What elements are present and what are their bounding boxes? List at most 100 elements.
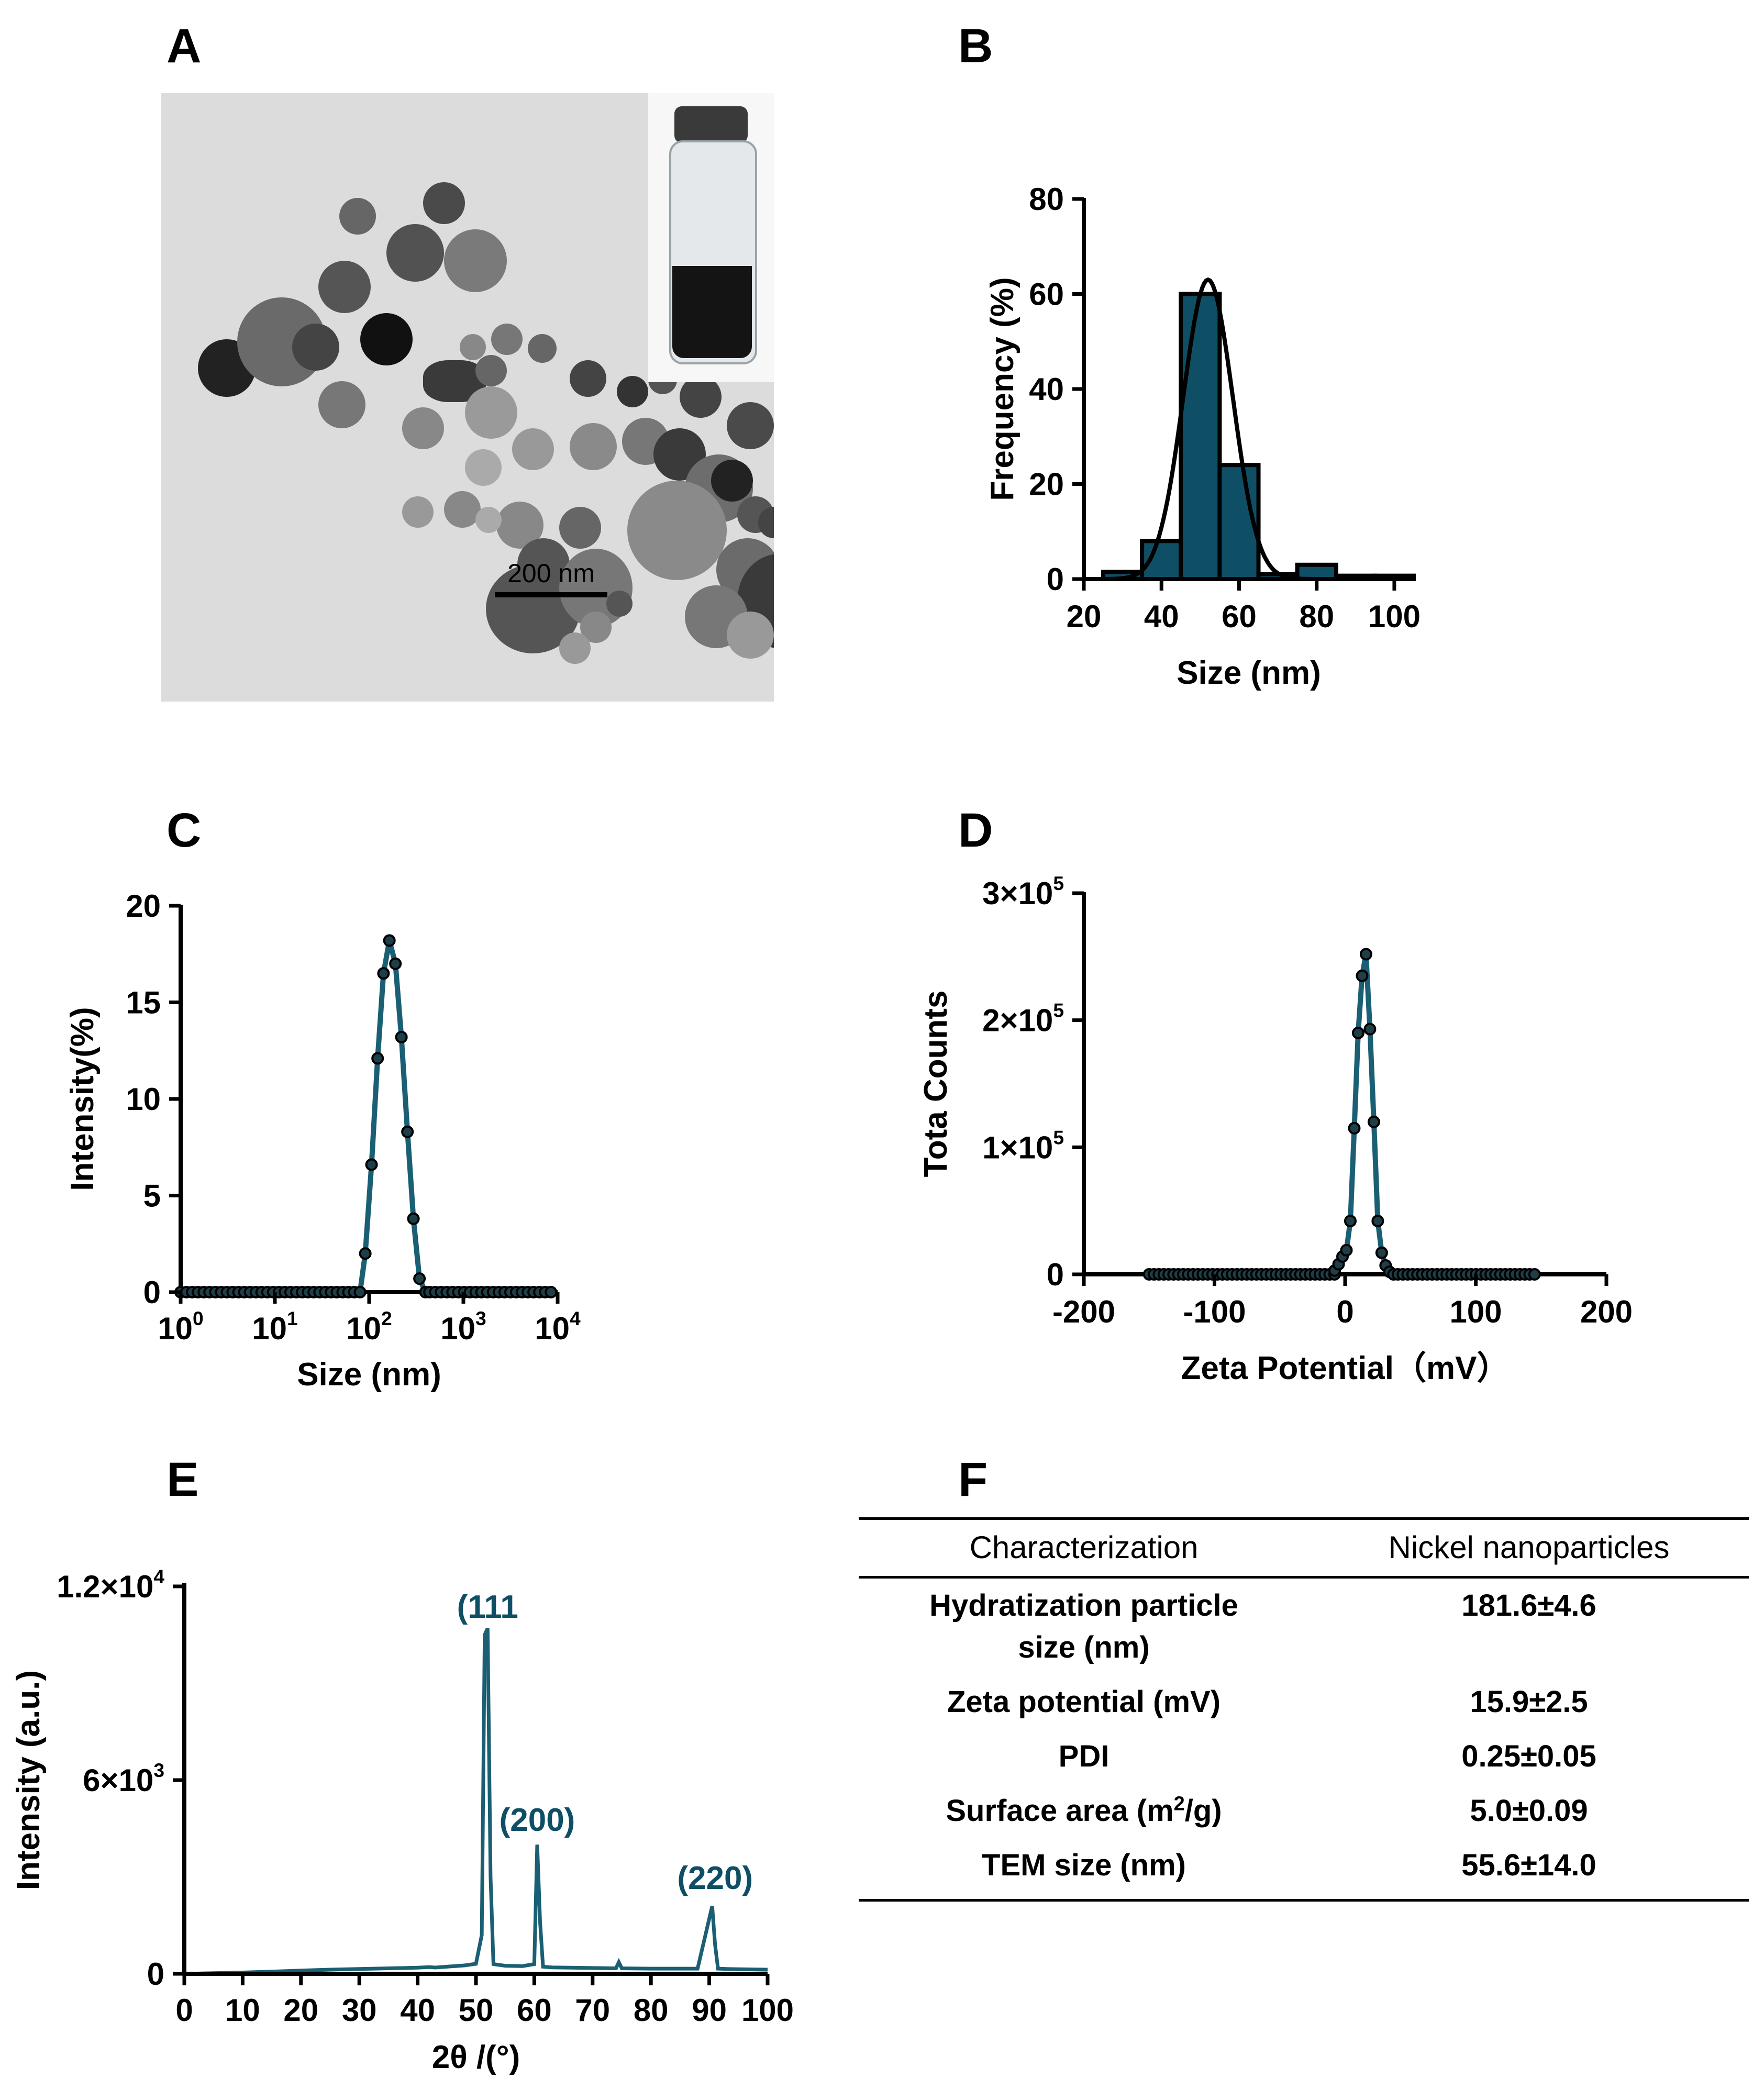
- properties-table: Characterization Nickel nanoparticles Hy…: [859, 1517, 1749, 1902]
- x-tick-label: -100: [1183, 1294, 1246, 1329]
- y-tick-label: 80: [1029, 182, 1064, 217]
- x-tick-label: 70: [575, 1993, 610, 2028]
- table-row-label: Surface area (m2/g): [946, 1793, 1222, 1828]
- y-tick-label: 20: [126, 888, 161, 924]
- table-header-cell: Nickel nanoparticles: [1309, 1517, 1749, 1579]
- x-tick-label: 102: [346, 1307, 392, 1346]
- data-point: [377, 967, 390, 980]
- table-row: Zeta potential (mV) 15.9±2.5: [859, 1675, 1749, 1729]
- y-axis-title: Tota Counts: [918, 990, 954, 1177]
- data-point: [383, 934, 396, 947]
- x-tick-label: 40: [1144, 599, 1179, 634]
- y-tick-label: 5: [143, 1179, 161, 1214]
- x-axis-title: Size (nm): [1177, 655, 1321, 691]
- x-tick-label: 0: [175, 1993, 193, 2028]
- data-point: [1375, 1246, 1388, 1259]
- x-tick-label: 90: [692, 1993, 727, 2028]
- panel-label-e: E: [167, 1453, 199, 1506]
- x-tick-label: -200: [1052, 1294, 1115, 1329]
- y-tick-label: 40: [1029, 372, 1064, 407]
- table-row-value: 0.25±0.05: [1461, 1739, 1596, 1774]
- x-tick-label: 100: [1449, 1294, 1502, 1329]
- y-tick-label: 0: [143, 1275, 161, 1310]
- data-point: [401, 1125, 414, 1138]
- data-point: [407, 1212, 420, 1225]
- panel-label-f: F: [958, 1453, 988, 1506]
- table-row-label: PDI: [1058, 1739, 1110, 1774]
- x-tick-label: 80: [1299, 599, 1334, 634]
- x-tick-label: 104: [535, 1307, 581, 1346]
- x-tick-label: 60: [1222, 599, 1257, 634]
- xrd-pattern-line: [184, 1627, 768, 1976]
- panel-label-b: B: [958, 19, 993, 73]
- tem-micrograph: [161, 93, 774, 702]
- data-point: [1348, 1121, 1361, 1135]
- table-row-value: 181.6±4.6: [1461, 1588, 1596, 1623]
- table-row-value: 15.9±2.5: [1470, 1685, 1588, 1719]
- peak-label: (220): [677, 1860, 753, 1896]
- x-tick-label: 100: [158, 1307, 203, 1346]
- x-tick-label: 10: [225, 1993, 260, 2028]
- x-tick-label: 100: [1368, 599, 1421, 634]
- x-tick-label: 101: [252, 1307, 297, 1346]
- y-tick-label: 0: [147, 1957, 164, 1992]
- data-point: [365, 1158, 378, 1171]
- y-tick-label: 1.2×104: [57, 1565, 164, 1604]
- table-row: TEM size (nm) 55.6±14.0: [859, 1838, 1749, 1902]
- y-tick-label: 1×105: [982, 1126, 1064, 1165]
- x-tick-label: 103: [440, 1307, 486, 1346]
- y-tick-label: 15: [126, 985, 161, 1020]
- data-point: [1367, 1115, 1380, 1128]
- x-tick-label: 20: [283, 1993, 318, 2028]
- data-point: [1356, 969, 1369, 982]
- table-row-value: 55.6±14.0: [1309, 1838, 1749, 1902]
- x-tick-label: 200: [1580, 1294, 1633, 1329]
- vial-inset-photo: [648, 93, 774, 382]
- y-axis-title: Intensity (a.u.): [10, 1670, 47, 1890]
- peak-label: (200): [500, 1802, 575, 1838]
- y-tick-label: 2×105: [982, 999, 1064, 1038]
- y-tick-label: 0: [1047, 1257, 1064, 1292]
- data-point: [371, 1052, 384, 1065]
- x-tick-label: 50: [459, 1993, 494, 2028]
- x-tick-label: 20: [1067, 599, 1102, 634]
- data-point: [413, 1272, 426, 1285]
- panel-label-d: D: [958, 804, 993, 857]
- x-axis-title: Zeta Potential（mV）: [1181, 1350, 1510, 1386]
- x-tick-label: 60: [517, 1993, 552, 2028]
- scale-bar-label: 200 nm: [507, 559, 595, 588]
- data-point: [1344, 1215, 1357, 1228]
- x-axis-title: Size (nm): [297, 1357, 441, 1393]
- table-header-cell: Characterization: [859, 1517, 1309, 1579]
- data-point: [395, 1030, 408, 1043]
- data-point: [1340, 1243, 1353, 1257]
- panel-label-c: C: [167, 804, 202, 857]
- table-row-label: Hydratization particle size (nm): [929, 1588, 1238, 1665]
- y-tick-label: 60: [1029, 277, 1064, 312]
- scale-bar: [495, 592, 607, 597]
- x-tick-label: 30: [342, 1993, 377, 2028]
- panel-label-a: A: [167, 19, 202, 73]
- table-row: PDI 0.25±0.05: [859, 1729, 1749, 1784]
- data-point: [353, 1286, 367, 1298]
- x-tick-label: 40: [400, 1993, 435, 2028]
- x-tick-label: 0: [1336, 1294, 1353, 1329]
- data-point: [389, 957, 402, 970]
- x-tick-label: 80: [634, 1993, 669, 2028]
- data-point: [1363, 1023, 1377, 1036]
- table-header-row: Characterization Nickel nanoparticles: [859, 1517, 1749, 1579]
- y-axis-title: Frequency (%): [984, 277, 1020, 501]
- peak-label: (111: [457, 1589, 518, 1625]
- y-tick-label: 20: [1029, 467, 1064, 502]
- table-row-value: 5.0±0.09: [1470, 1794, 1588, 1828]
- y-tick-label: 6×103: [83, 1759, 164, 1798]
- table-row: Surface area (m2/g) 5.0±0.09: [859, 1784, 1749, 1838]
- table-row-label: Zeta potential (mV): [947, 1685, 1221, 1719]
- x-axis-title: 2θ /(°): [432, 2039, 520, 2075]
- data-point: [1371, 1215, 1384, 1228]
- data-point: [1359, 948, 1372, 961]
- table-row-label: TEM size (nm): [859, 1838, 1309, 1902]
